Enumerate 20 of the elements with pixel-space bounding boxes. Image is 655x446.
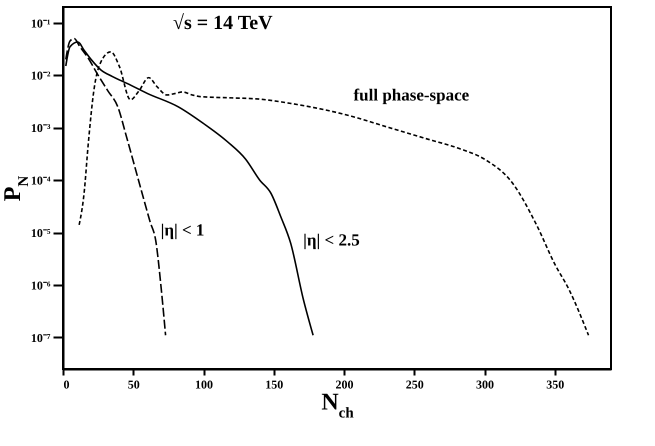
y-tick-label: 10⁻⁴ — [30, 174, 51, 188]
x-tick-label: 200 — [336, 378, 354, 392]
x-tick-label: 50 — [128, 378, 140, 392]
y-tick-label: 10⁻⁷ — [30, 330, 51, 345]
y-tick-label: 10⁻⁶ — [30, 278, 51, 292]
series-label: |η| < 1 — [160, 220, 204, 240]
x-tick-label: 300 — [476, 378, 494, 392]
y-tick-label: 10⁻³ — [30, 121, 51, 136]
y-tick-label: 10⁻¹ — [30, 16, 51, 30]
x-axis-title: N$_{ch}$ — [321, 390, 354, 422]
series-label: |η| < 2.5 — [303, 230, 360, 250]
annotation: √s = 14 TeV — [173, 12, 274, 34]
x-tick-label: 250 — [406, 378, 424, 392]
x-tick-label: 0 — [64, 378, 70, 392]
y-tick-label: 10⁻² — [30, 68, 51, 83]
y-tick-label: 10⁻⁵ — [30, 226, 51, 240]
series-label: full phase-space — [354, 85, 470, 104]
x-tick-label: 350 — [546, 378, 564, 392]
x-tick-label: 150 — [265, 378, 284, 392]
x-tick-label: 100 — [195, 378, 214, 392]
